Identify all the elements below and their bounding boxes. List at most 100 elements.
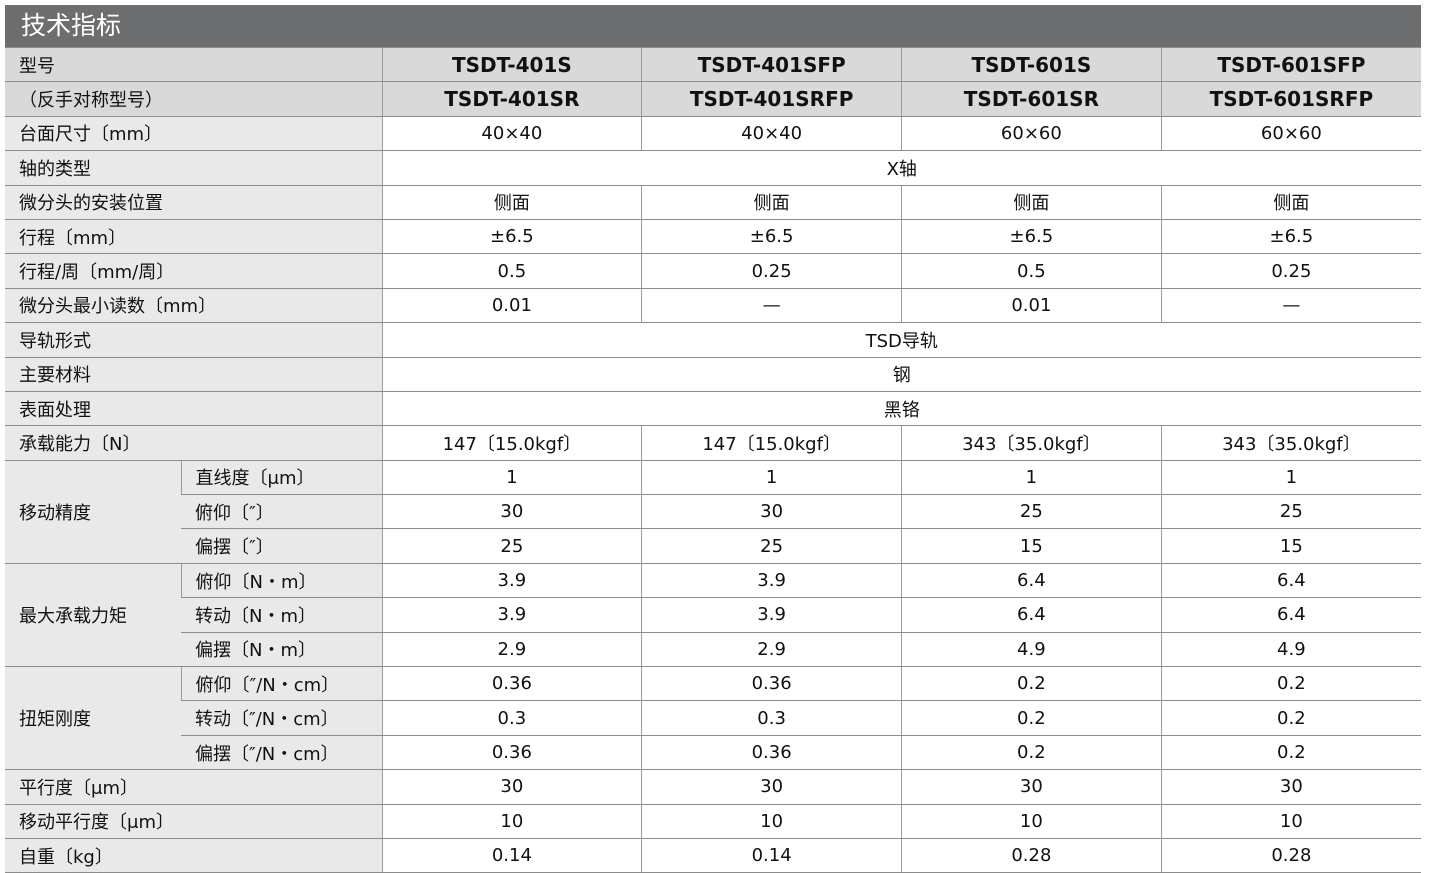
title-bar: 技术指标 <box>5 5 1421 47</box>
spec-value: 侧面 <box>901 184 1162 220</box>
row-label: 表面处理 <box>5 390 382 427</box>
spec-value: 0.01 <box>901 287 1162 324</box>
mirror-model-name: TSDT-601SR <box>901 81 1162 117</box>
spec-value: 6.4 <box>901 562 1162 599</box>
model-name: TSDT-601S <box>901 46 1162 83</box>
row-label: 行程〔mm〕 <box>5 218 382 255</box>
spec-value: 0.25 <box>1160 253 1421 289</box>
spec-value: 1 <box>1160 459 1421 496</box>
sub-label: 转动〔″/N・cm〕 <box>181 700 382 736</box>
sub-label: 偏摆〔″/N・cm〕 <box>181 734 382 771</box>
spec-value: 40×40 <box>381 115 642 152</box>
spec-value: 30 <box>381 494 642 530</box>
spec-value: 1 <box>381 459 642 496</box>
model-name: TSDT-401SFP <box>641 46 902 83</box>
spec-value: 3.9 <box>641 597 902 633</box>
spec-value: 0.3 <box>381 700 642 736</box>
spec-value: 3.9 <box>641 562 902 599</box>
spec-value: 0.14 <box>641 837 902 873</box>
spec-value: 0.2 <box>901 700 1162 736</box>
spec-value: 侧面 <box>381 184 642 220</box>
spec-value: 钢 <box>381 356 1421 392</box>
spec-value: 0.36 <box>641 734 902 771</box>
spec-value: 2.9 <box>381 631 642 668</box>
row-label: 承载能力〔N〕 <box>5 425 382 461</box>
spec-value: 30 <box>1160 769 1421 805</box>
row-label: 导轨形式 <box>5 322 382 358</box>
spec-value: 0.36 <box>381 734 642 771</box>
table-row: 型号 TSDT-401S TSDT-401SFP TSDT-601S TSDT-601S… <box>5 46 1421 83</box>
spec-value: 黑铬 <box>381 390 1421 427</box>
table-row: 转动〔N・m〕 3.9 3.9 6.4 6.4 <box>5 597 1421 633</box>
spec-value: 侧面 <box>1160 184 1421 220</box>
model-label: 型号 <box>5 46 382 83</box>
spec-value: 25 <box>641 528 902 564</box>
table-row: 主要材料钢 <box>5 356 1421 392</box>
spec-value: 25 <box>1160 494 1421 530</box>
spec-value: 30 <box>381 769 642 805</box>
sub-label: 俯仰〔N・m〕 <box>180 562 382 599</box>
spec-value: 0.25 <box>641 253 902 289</box>
spec-value: 0.36 <box>381 666 642 702</box>
table-row: 轴的类型 X轴 <box>5 150 1421 186</box>
mirror-model-name: TSDT-401SRFP <box>641 81 902 117</box>
table-row: 移动平行度〔μm〕 10 10 10 10 <box>5 803 1421 839</box>
spec-value: TSD导轨 <box>381 322 1421 358</box>
spec-value: ±6.5 <box>381 218 642 255</box>
spec-value: 0.2 <box>1160 666 1421 702</box>
group-label: 最大承载力矩 <box>5 562 181 668</box>
spec-value: 0.01 <box>381 287 642 324</box>
sub-label: 俯仰〔″〕 <box>181 494 382 530</box>
spec-value: 4.9 <box>1160 631 1421 668</box>
spec-value: 30 <box>901 769 1162 805</box>
spec-value: 0.2 <box>901 734 1162 771</box>
spec-sheet: 技术指标 型号 TSDT-401S TSDT-401SFP TSDT-601S TSDT… <box>5 5 1421 873</box>
spec-value: 10 <box>381 803 642 839</box>
spec-value: 3.9 <box>381 562 642 599</box>
row-label: 平行度〔μm〕 <box>5 769 382 805</box>
spec-value: ±6.5 <box>1160 218 1421 255</box>
spec-value: 0.28 <box>901 837 1162 873</box>
model-name: TSDT-601SFP <box>1160 46 1421 83</box>
table-row: 偏摆〔″〕 25 25 15 15 <box>5 528 1421 564</box>
spec-value: 25 <box>381 528 642 564</box>
table-row: 行程/周〔mm/周〕 0.5 0.25 0.5 0.25 <box>5 253 1421 289</box>
row-label: 移动平行度〔μm〕 <box>5 803 382 839</box>
spec-value: 30 <box>641 494 902 530</box>
spec-value: 1 <box>901 459 1162 496</box>
table-row: 最大承载力矩 俯仰〔N・m〕 3.9 3.9 6.4 6.4 <box>5 562 1421 668</box>
spec-value: X轴 <box>381 150 1421 186</box>
spec-value: 6.4 <box>901 597 1162 633</box>
spec-value: 0.5 <box>381 253 642 289</box>
spec-value: 0.36 <box>641 666 902 702</box>
spec-value: ±6.5 <box>901 218 1162 255</box>
mirror-model-name: TSDT-401SR <box>381 81 642 117</box>
spec-value: ±6.5 <box>641 218 902 255</box>
table-row: 平行度〔μm〕 30 30 30 30 <box>5 769 1421 805</box>
row-label: 微分头最小读数〔mm〕 <box>5 287 382 324</box>
spec-value: 15 <box>1160 528 1421 564</box>
spec-value: 0.2 <box>1160 734 1421 771</box>
row-label: 微分头的安装位置 <box>5 184 382 220</box>
mirror-label: （反手对称型号） <box>5 81 382 117</box>
row-label: 自重〔kg〕 <box>5 837 382 873</box>
spec-value: 60×60 <box>901 115 1162 152</box>
spec-value: 60×60 <box>1160 115 1421 152</box>
sub-label: 直线度〔μm〕 <box>180 459 382 496</box>
row-label: 主要材料 <box>5 356 382 392</box>
spec-value: 3.9 <box>381 597 642 633</box>
spec-value: 10 <box>901 803 1162 839</box>
spec-value: 343〔35.0kgf〕 <box>901 425 1162 461</box>
spec-value: 侧面 <box>641 184 902 220</box>
spec-value: 0.3 <box>641 700 902 736</box>
sub-label: 俯仰〔″/N・cm〕 <box>180 666 382 702</box>
spec-value: 147〔15.0kgf〕 <box>381 425 642 461</box>
table-row: 俯仰〔″〕 30 30 25 25 <box>5 494 1421 530</box>
spec-value: 0.28 <box>1160 837 1421 873</box>
spec-value: 0.2 <box>1160 700 1421 736</box>
table-row: 偏摆〔N・m〕 2.9 2.9 4.9 4.9 <box>5 631 1421 668</box>
table-row: 自重〔kg〕 0.14 0.14 0.28 0.28 <box>5 837 1421 873</box>
row-label: 轴的类型 <box>5 150 382 186</box>
table-row: 台面尺寸〔mm〕 40×40 40×40 60×60 60×60 <box>5 115 1421 152</box>
